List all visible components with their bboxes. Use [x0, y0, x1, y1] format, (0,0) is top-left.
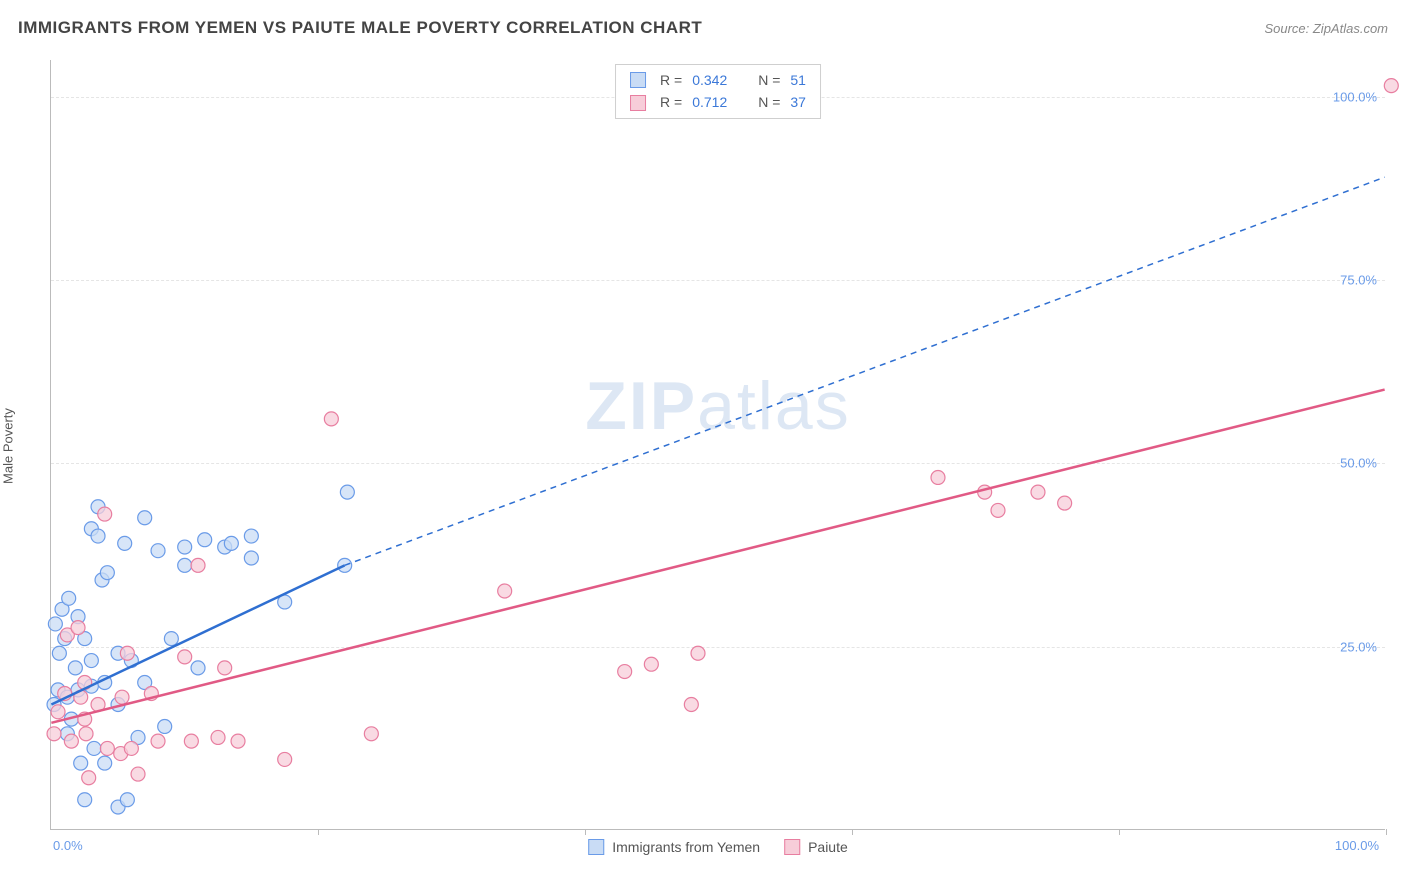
data-point: [100, 741, 114, 755]
data-point: [618, 665, 632, 679]
data-point: [124, 741, 138, 755]
trend-line-extrapolated: [345, 177, 1385, 565]
data-point: [340, 485, 354, 499]
data-point: [684, 698, 698, 712]
data-point: [244, 551, 258, 565]
data-point: [211, 730, 225, 744]
data-point: [991, 503, 1005, 517]
data-point: [224, 536, 238, 550]
data-point: [138, 511, 152, 525]
data-point: [47, 727, 61, 741]
data-point: [71, 621, 85, 635]
x-axis-end-label: 100.0%: [1335, 838, 1379, 853]
data-point: [191, 661, 205, 675]
trend-line: [51, 565, 344, 704]
legend-swatch-2: [784, 839, 800, 855]
data-point: [151, 734, 165, 748]
data-point: [68, 661, 82, 675]
data-point: [178, 650, 192, 664]
chart-plot-area: ZIPatlas 25.0%50.0%75.0%100.0% R = 0.342…: [50, 60, 1385, 830]
data-point: [191, 558, 205, 572]
legend-item-2: Paiute: [784, 839, 848, 855]
x-axis-start-label: 0.0%: [53, 838, 83, 853]
data-point: [931, 470, 945, 484]
data-point: [1058, 496, 1072, 510]
data-point: [244, 529, 258, 543]
data-point: [98, 507, 112, 521]
data-point: [324, 412, 338, 426]
data-point: [198, 533, 212, 547]
source-attribution: Source: ZipAtlas.com: [1264, 21, 1388, 36]
data-point: [62, 591, 76, 605]
scatter-svg: [51, 60, 1385, 829]
data-point: [1384, 79, 1398, 93]
data-point: [74, 756, 88, 770]
legend-item-1: Immigrants from Yemen: [588, 839, 760, 855]
data-point: [118, 536, 132, 550]
data-point: [1031, 485, 1045, 499]
data-point: [98, 756, 112, 770]
data-point: [52, 646, 66, 660]
data-point: [64, 734, 78, 748]
data-point: [84, 654, 98, 668]
data-point: [131, 767, 145, 781]
data-point: [218, 661, 232, 675]
data-point: [164, 632, 178, 646]
chart-title: IMMIGRANTS FROM YEMEN VS PAIUTE MALE POV…: [18, 18, 702, 38]
data-point: [158, 719, 172, 733]
series-legend: Immigrants from Yemen Paiute: [588, 839, 848, 855]
y-axis-label: Male Poverty: [1, 408, 16, 484]
data-point: [278, 752, 292, 766]
data-point: [151, 544, 165, 558]
data-point: [51, 705, 65, 719]
data-point: [79, 727, 93, 741]
data-point: [91, 529, 105, 543]
data-point: [82, 771, 96, 785]
data-point: [115, 690, 129, 704]
data-point: [100, 566, 114, 580]
legend-label-1: Immigrants from Yemen: [612, 839, 760, 855]
data-point: [691, 646, 705, 660]
data-point: [364, 727, 378, 741]
data-point: [184, 734, 198, 748]
legend-label-2: Paiute: [808, 839, 848, 855]
data-point: [498, 584, 512, 598]
data-point: [178, 558, 192, 572]
data-point: [48, 617, 62, 631]
data-point: [78, 793, 92, 807]
data-point: [120, 646, 134, 660]
legend-swatch-1: [588, 839, 604, 855]
data-point: [178, 540, 192, 554]
data-point: [644, 657, 658, 671]
data-point: [120, 793, 134, 807]
data-point: [87, 741, 101, 755]
data-point: [231, 734, 245, 748]
